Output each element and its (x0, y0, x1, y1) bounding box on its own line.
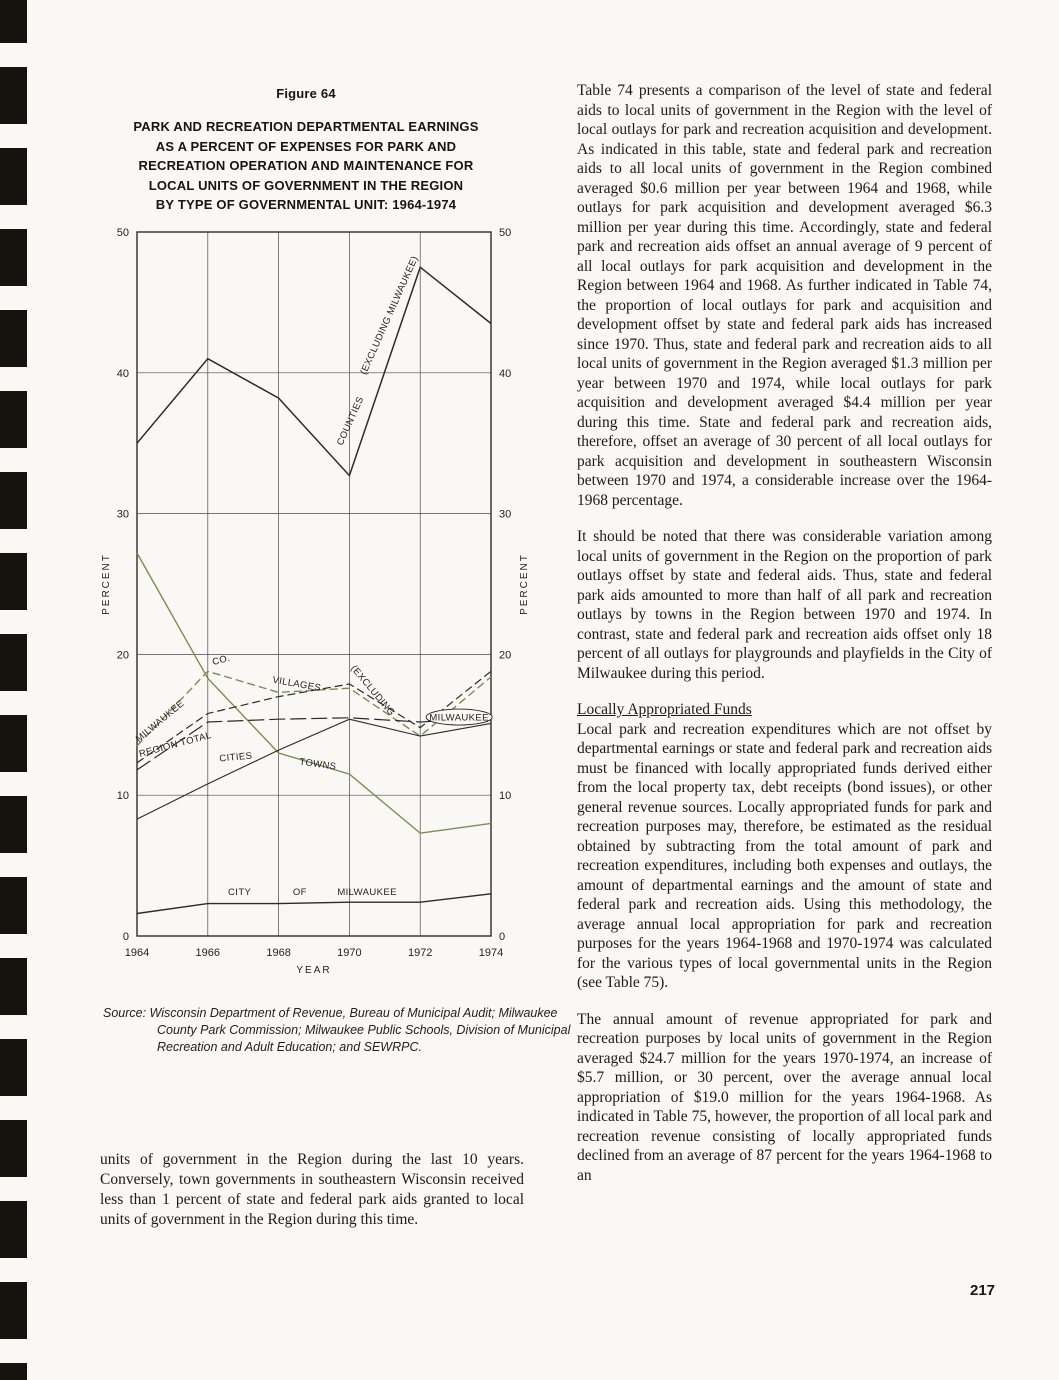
plot-border (136, 231, 492, 937)
xtick: 1974 (479, 947, 503, 959)
page-number: 217 (970, 1282, 996, 1299)
ytick-right: 10 (499, 790, 511, 802)
y-axis-title-left: PERCENT (101, 553, 112, 615)
series-milwaukee-co (136, 670, 492, 747)
ytick-right: 0 (499, 931, 505, 943)
figure-title-line: LOCAL UNITS OF GOVERNMENT IN THE REGION (148, 177, 464, 193)
xtick: 1972 (408, 947, 432, 959)
x-axis-title: YEAR (296, 965, 331, 976)
xtick: 1970 (337, 947, 361, 959)
body-paragraph: Table 74 presents a comparison of the le… (577, 82, 992, 509)
series-label: MILWAUKEE (429, 713, 489, 724)
ytick-right: 20 (499, 649, 511, 661)
figure-title-line: RECREATION OPERATION AND MAINTENANCE FOR (138, 158, 474, 173)
ytick-left: 20 (117, 649, 129, 661)
y-axis-title-right: PERCENT (519, 553, 530, 615)
label-oval (425, 708, 493, 726)
ytick-left: 10 (117, 790, 129, 802)
line-chart: 0 0 10 10 20 20 30 30 40 40 50 50 1964 1966 1968 1970 19… (101, 227, 530, 976)
series-cities-excluding-milwaukee (136, 718, 492, 820)
ytick-right: 50 (499, 227, 511, 239)
series-label: CO. (211, 653, 231, 668)
series-counties-excluding-milwaukee (136, 265, 492, 478)
series-label: CITIES (219, 751, 253, 765)
binding-holes (0, 0, 27, 1380)
figure-title-line: BY TYPE OF GOVERNMENTAL UNIT: 1964-1974 (155, 197, 457, 212)
series-label: (EXCLUDING (348, 663, 397, 718)
body-paragraph: Local park and recreation expenditures w… (577, 720, 992, 992)
figure-title-line: PARK AND RECREATION DEPARTMENTAL EARNING… (133, 119, 479, 134)
body-paragraph: It should be noted that there was consid… (577, 528, 992, 682)
ytick-left: 50 (117, 227, 129, 239)
series-label: CITY (228, 887, 252, 898)
figure-title: PARK AND RECREATION DEPARTMENTAL EARNING… (88, 117, 524, 215)
figure-source-note: Source: Wisconsin Department of Revenue,… (103, 1006, 571, 1054)
figure-label: Figure 64 (276, 86, 336, 101)
series-label: TOWNS (299, 757, 337, 773)
right-column: Table 74 presents a comparison of the le… (577, 81, 992, 1202)
ytick-right: 30 (499, 509, 511, 521)
xtick: 1966 (196, 947, 220, 959)
ytick-right: 40 (499, 368, 511, 380)
series-label: MILWAUKEE (337, 887, 397, 898)
series-towns (136, 552, 492, 834)
xtick: 1964 (125, 947, 149, 959)
ytick-left: 40 (117, 368, 129, 380)
figure-title-line: AS A PERCENT OF EXPENSES FOR PARK AND (155, 138, 457, 154)
ytick-left: 0 (123, 931, 129, 943)
ytick-left: 30 (117, 509, 129, 521)
series-label: OF (293, 887, 307, 898)
body-paragraph: The annual amount of revenue appropriate… (577, 1010, 992, 1184)
section-heading: Locally Appropriated Funds (577, 701, 752, 718)
series-city-of-milwaukee (136, 893, 492, 915)
left-column-paragraph: units of government in the Region during… (100, 1151, 524, 1228)
xtick: 1968 (266, 947, 290, 959)
